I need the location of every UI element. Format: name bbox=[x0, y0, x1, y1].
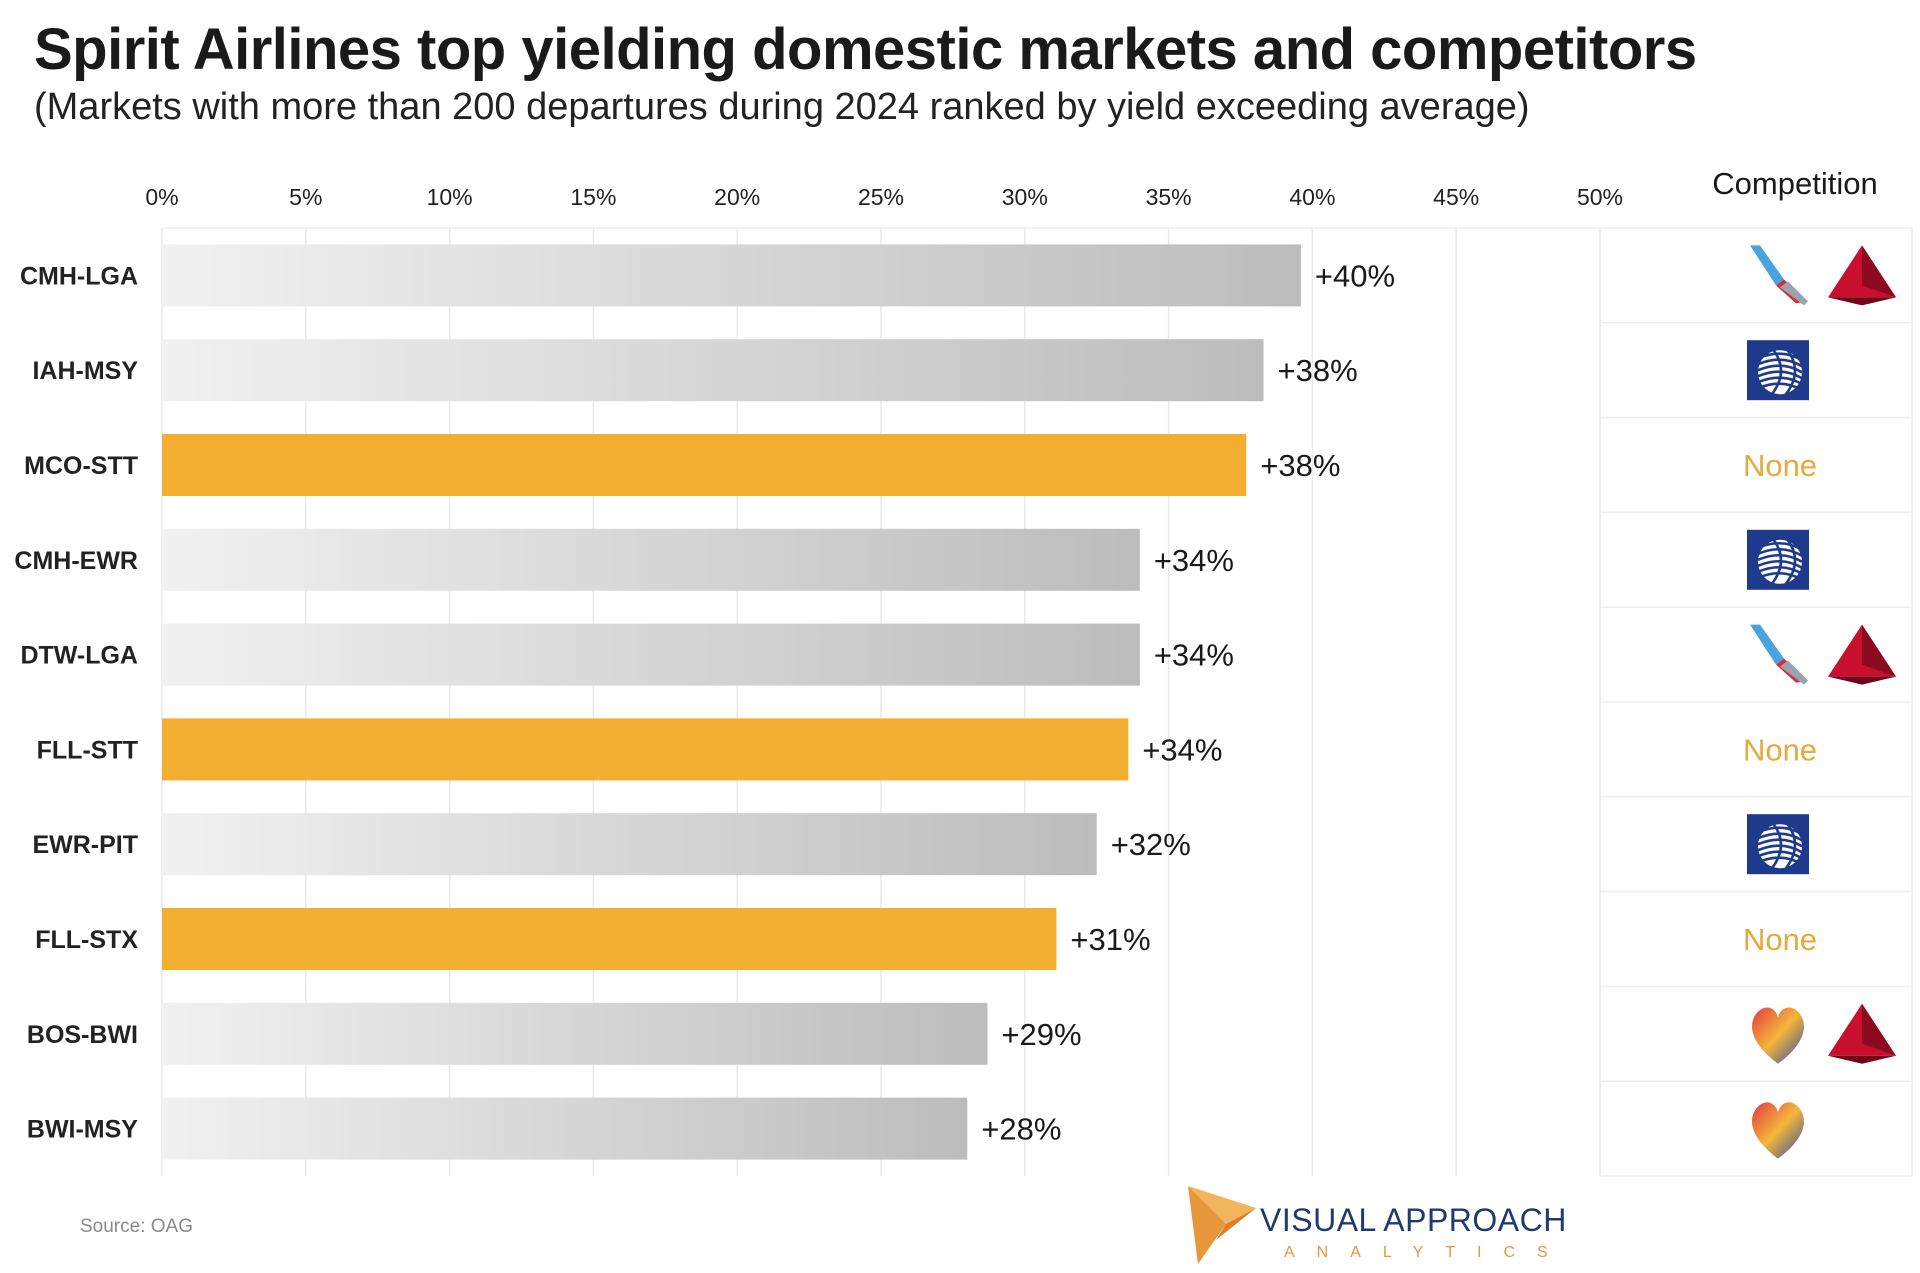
united-icon bbox=[1747, 340, 1809, 401]
bar-value-label: +34% bbox=[1142, 732, 1222, 767]
delta-shade-icon bbox=[1862, 1003, 1896, 1056]
category-label: BWI-MSY bbox=[27, 1116, 138, 1144]
logo-mark-icon bbox=[1188, 1186, 1256, 1264]
bar bbox=[162, 623, 1140, 686]
bar bbox=[162, 1002, 988, 1065]
united-globe-line bbox=[1757, 826, 1803, 836]
united-icon bbox=[1747, 529, 1809, 590]
bar-value-label: +34% bbox=[1154, 638, 1234, 673]
southwest-heart-icon bbox=[1752, 1102, 1804, 1159]
bar bbox=[162, 908, 1057, 970]
visual-approach-logo: VISUAL APPROACH ANALYTICS bbox=[1180, 1178, 1580, 1268]
x-tick-label: 15% bbox=[570, 184, 616, 210]
logo-tagline: ANALYTICS bbox=[1284, 1244, 1570, 1261]
x-tick-label: 10% bbox=[427, 184, 473, 210]
southwest-heart-icon bbox=[1752, 1007, 1804, 1064]
united-globe-line bbox=[1784, 821, 1797, 869]
category-label: CMH-LGA bbox=[20, 262, 138, 290]
bar bbox=[162, 244, 1301, 307]
delta-base-icon bbox=[1828, 1055, 1896, 1064]
american-airlines-icon bbox=[1750, 624, 1808, 685]
delta-base-icon bbox=[1828, 676, 1896, 685]
x-tick-label: 40% bbox=[1289, 184, 1335, 210]
united-globe-line bbox=[1757, 572, 1803, 581]
aa-tail-gray-icon bbox=[1780, 281, 1808, 306]
competition-header: Competition bbox=[1712, 166, 1877, 201]
x-tick-label: 35% bbox=[1146, 184, 1192, 210]
united-globe-line bbox=[1757, 548, 1803, 557]
united-globe-line bbox=[1757, 536, 1803, 545]
category-label: FLL-STT bbox=[37, 736, 138, 764]
x-tick-label: 20% bbox=[714, 184, 760, 210]
category-label: IAH-MSY bbox=[32, 357, 138, 385]
logo-wordmark: VISUAL APPROACH bbox=[1260, 1202, 1567, 1238]
category-label: MCO-STT bbox=[24, 452, 138, 480]
competition-none: None bbox=[1743, 922, 1817, 957]
united-globe-line bbox=[1757, 542, 1803, 551]
category-label: BOS-BWI bbox=[27, 1021, 138, 1049]
united-globe-line bbox=[1784, 347, 1797, 395]
delta-icon bbox=[1828, 245, 1896, 306]
aa-tail-gray-icon bbox=[1780, 660, 1808, 685]
x-tick-label: 50% bbox=[1577, 184, 1623, 210]
bar bbox=[162, 339, 1264, 402]
source-note: Source: OAG bbox=[80, 1216, 193, 1237]
bar-value-label: +28% bbox=[981, 1112, 1061, 1147]
bar-value-label: +31% bbox=[1070, 922, 1150, 957]
united-icon bbox=[1747, 814, 1809, 875]
bar bbox=[162, 1097, 968, 1160]
united-globe-line bbox=[1757, 346, 1803, 356]
category-label: CMH-EWR bbox=[14, 547, 138, 575]
bar bbox=[162, 528, 1140, 591]
aa-wing-blue-icon bbox=[1750, 624, 1784, 665]
competition-none: None bbox=[1743, 448, 1817, 483]
x-tick-label: 5% bbox=[289, 184, 322, 210]
category-label: EWR-PIT bbox=[32, 831, 138, 859]
united-globe-line bbox=[1770, 821, 1783, 869]
delta-shade-icon bbox=[1862, 624, 1896, 677]
chart-title: Spirit Airlines top yielding domestic ma… bbox=[34, 17, 1697, 82]
x-tick-label: 0% bbox=[145, 184, 178, 210]
category-label: FLL-STX bbox=[35, 926, 138, 954]
southwest-icon bbox=[1752, 1102, 1804, 1159]
united-globe-line bbox=[1757, 832, 1803, 842]
delta-shade-icon bbox=[1862, 245, 1896, 298]
united-globe-line bbox=[1757, 358, 1803, 368]
bar-value-label: +38% bbox=[1260, 448, 1340, 483]
x-tick-label: 45% bbox=[1433, 184, 1479, 210]
bar-value-label: +40% bbox=[1315, 258, 1395, 293]
delta-base-icon bbox=[1828, 297, 1896, 306]
southwest-icon bbox=[1752, 1007, 1804, 1064]
chart-subtitle: (Markets with more than 200 departures d… bbox=[34, 86, 1530, 128]
x-tick-label: 30% bbox=[1002, 184, 1048, 210]
bar-value-label: +38% bbox=[1278, 353, 1358, 388]
delta-icon bbox=[1828, 624, 1896, 685]
united-globe-line bbox=[1757, 352, 1803, 362]
x-tick-label: 25% bbox=[858, 184, 904, 210]
american-airlines-icon bbox=[1750, 245, 1808, 306]
delta-icon bbox=[1828, 1003, 1896, 1064]
united-globe-line bbox=[1770, 347, 1783, 395]
united-globe-line bbox=[1757, 382, 1803, 392]
competition-none: None bbox=[1743, 732, 1817, 767]
category-label: DTW-LGA bbox=[20, 642, 138, 670]
bar-value-label: +32% bbox=[1111, 827, 1191, 862]
bar-value-label: +29% bbox=[1001, 1017, 1081, 1052]
united-globe-line bbox=[1784, 536, 1797, 585]
bar bbox=[162, 718, 1129, 781]
bar bbox=[162, 434, 1247, 496]
united-globe-line bbox=[1757, 820, 1803, 830]
united-globe-line bbox=[1757, 856, 1803, 866]
aa-wing-blue-icon bbox=[1750, 245, 1784, 286]
united-globe-line bbox=[1770, 536, 1783, 585]
bar bbox=[162, 813, 1097, 876]
bar-value-label: +34% bbox=[1154, 543, 1234, 578]
